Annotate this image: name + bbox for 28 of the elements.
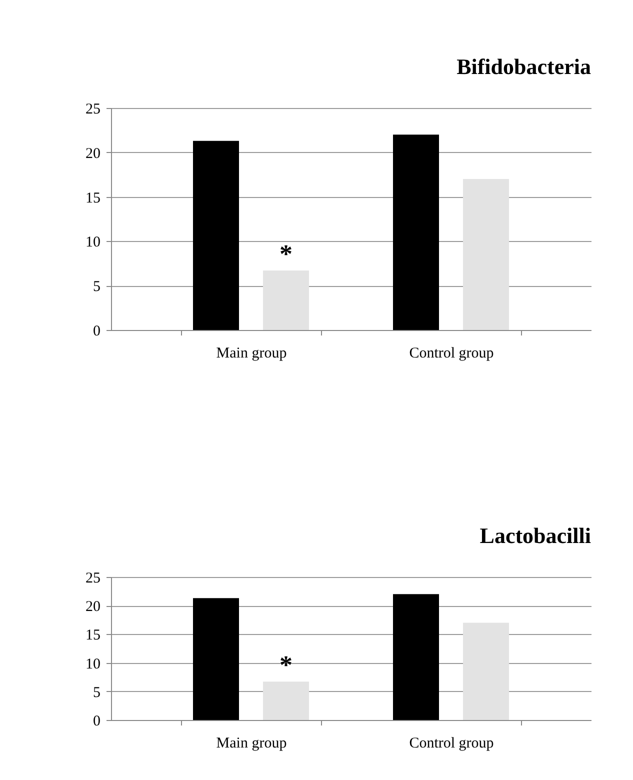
y-tick-label: 10: [86, 656, 100, 672]
x-tick-label: Control group: [409, 736, 494, 752]
bar: [263, 270, 309, 330]
annotation: *: [280, 240, 292, 269]
y-tick-label: 20: [86, 599, 100, 616]
y-tick-label: 5: [93, 279, 100, 296]
y-tick-label: 15: [86, 190, 100, 206]
chart-title: Lactobacilli: [480, 523, 591, 548]
y-tick-label: 0: [93, 324, 100, 340]
x-tick-label: Main group: [216, 346, 287, 362]
bar: [193, 598, 239, 720]
bar: [263, 682, 309, 720]
y-tick-label: 0: [93, 714, 100, 730]
chart-title: Bifidobacteria: [456, 54, 591, 79]
y-tick-label: 15: [86, 628, 100, 644]
bar: [463, 179, 509, 330]
bar: [463, 622, 509, 720]
y-tick-label: 25: [86, 570, 100, 586]
y-tick-label: 5: [93, 684, 100, 701]
x-tick-label: Main group: [216, 736, 287, 752]
bar: [393, 594, 439, 720]
y-tick-label: 20: [86, 146, 100, 162]
y-tick-label: 10: [86, 234, 100, 251]
bar: [393, 134, 439, 330]
annotation: *: [280, 650, 292, 680]
y-tick-label: 25: [86, 102, 100, 118]
x-tick-label: Control group: [409, 346, 494, 362]
bar: [193, 140, 239, 330]
